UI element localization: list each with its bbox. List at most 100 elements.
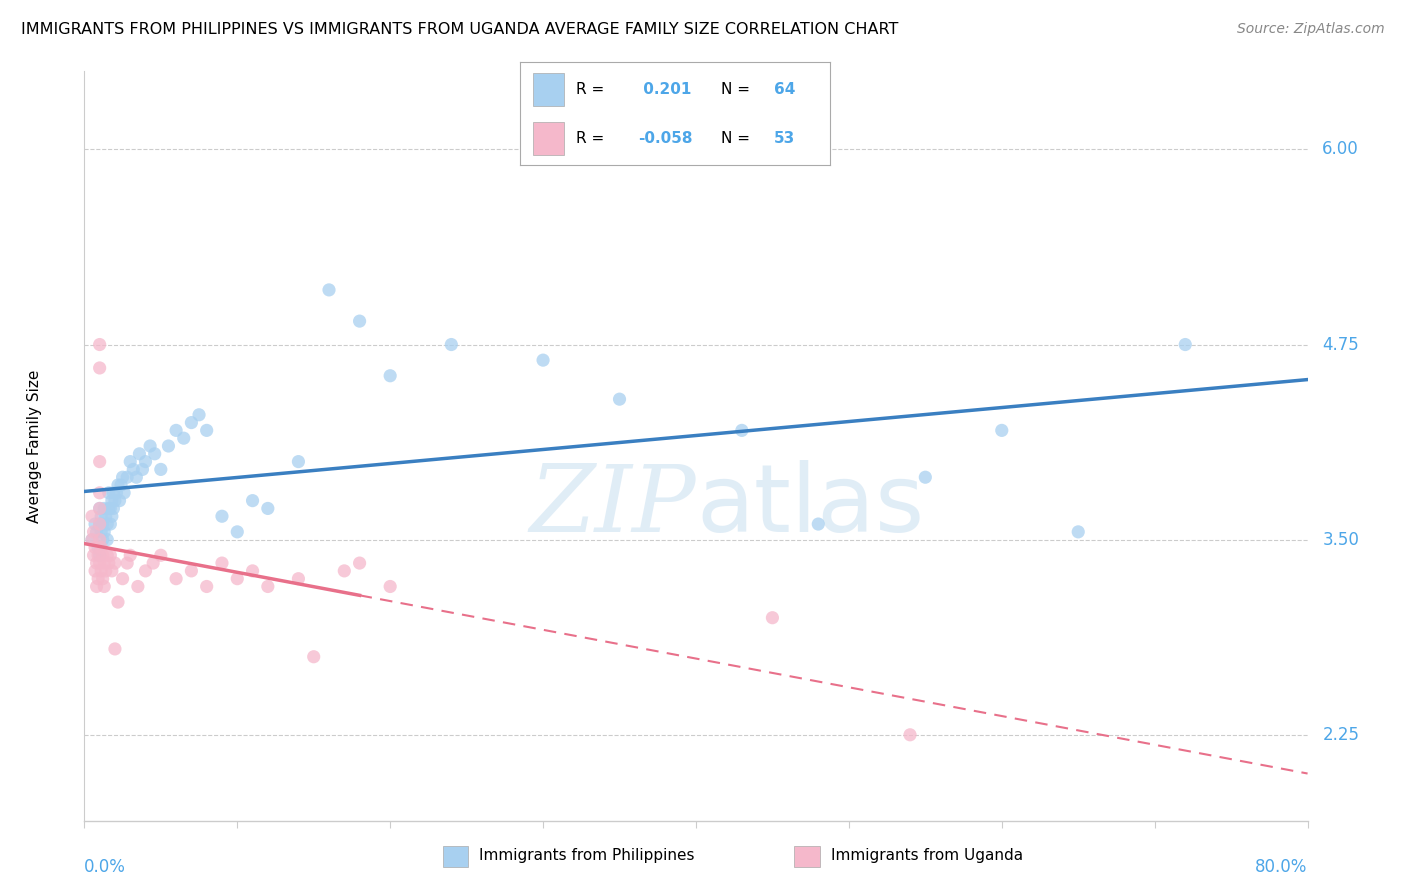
Point [94,509,117,524]
Point [90,564,112,578]
Point [991,424,1014,438]
Point [333,564,356,578]
Point [91,548,114,563]
Point [122,462,145,476]
Point [440,337,463,351]
Point [349,556,371,570]
Text: R =: R = [576,81,605,96]
Text: -0.058: -0.058 [638,131,692,146]
Point [86,580,108,594]
Point [80,533,103,547]
Point [115,470,138,484]
Point [91,572,114,586]
Text: N =: N = [721,81,751,96]
Point [90,541,112,555]
Point [97,501,120,516]
Point [165,424,187,438]
Point [108,493,131,508]
Point [94,564,117,578]
Point [115,556,138,570]
Point [257,501,280,516]
Text: 3.50: 3.50 [1322,531,1360,549]
Point [96,517,118,532]
Point [107,478,129,492]
Point [380,368,402,383]
Point [89,533,111,547]
Point [80,533,103,547]
Point [242,493,264,508]
Point [90,524,112,539]
Point [89,517,111,532]
Point [89,517,111,532]
Point [89,486,111,500]
Bar [533,73,564,105]
Point [731,424,754,438]
Text: Average Family Size: Average Family Size [27,369,42,523]
Point [110,478,132,492]
Point [103,501,125,516]
Point [93,524,115,539]
Point [101,509,124,524]
Point [87,541,110,555]
Point [104,642,127,657]
Text: 0.201: 0.201 [638,81,692,96]
Point [98,501,121,516]
Text: ZIP: ZIP [529,461,696,551]
Point [98,517,121,532]
Point [195,580,218,594]
Point [80,509,103,524]
Point [83,524,105,539]
Point [97,556,120,570]
Point [89,361,111,376]
Point [105,486,128,500]
Point [173,431,195,445]
Text: Immigrants from Philippines: Immigrants from Philippines [479,847,695,863]
Point [211,509,233,524]
Point [287,572,309,586]
Text: IMMIGRANTS FROM PHILIPPINES VS IMMIGRANTS FROM UGANDA AVERAGE FAMILY SIZE CORREL: IMMIGRANTS FROM PHILIPPINES VS IMMIGRANT… [21,22,898,37]
Point [120,548,142,563]
Point [135,455,157,469]
Point [131,462,153,476]
Text: 4.75: 4.75 [1322,335,1360,353]
Point [97,486,120,500]
Point [84,517,107,532]
Text: 64: 64 [773,81,796,96]
Text: 6.00: 6.00 [1322,140,1360,159]
Point [104,493,127,508]
Point [112,486,135,500]
Point [93,580,115,594]
Text: N =: N = [721,131,751,146]
Point [89,556,111,570]
Point [149,462,172,476]
Bar [533,122,564,155]
Point [90,509,112,524]
Point [318,283,340,297]
Point [93,556,115,570]
Text: Immigrants from Uganda: Immigrants from Uganda [831,847,1024,863]
Point [211,556,233,570]
Point [1174,337,1197,351]
Text: Source: ZipAtlas.com: Source: ZipAtlas.com [1237,22,1385,37]
Point [257,580,280,594]
Point [83,548,105,563]
Point [101,493,124,508]
Point [111,572,134,586]
Point [96,533,118,547]
Point [226,524,249,539]
Point [898,728,921,742]
Point [91,517,114,532]
Point [380,580,402,594]
Point [302,649,325,664]
Point [1067,524,1090,539]
Point [761,611,783,625]
Point [101,564,124,578]
Text: R =: R = [576,131,605,146]
Point [180,564,202,578]
Point [287,455,309,469]
Point [93,501,115,516]
Point [242,564,264,578]
Point [89,548,111,563]
Point [87,548,110,563]
Point [531,353,554,368]
